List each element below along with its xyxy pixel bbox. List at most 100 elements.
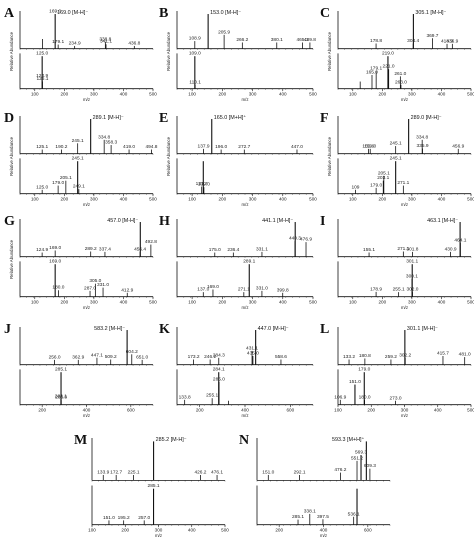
upper-peak-label: 304.4	[407, 38, 419, 44]
x-tick-label: 200	[218, 197, 226, 202]
x-tick-label: 600	[364, 528, 372, 533]
lower-peak-label: 245.1	[72, 156, 84, 162]
lower-peak-label: 399.8	[277, 287, 289, 293]
lower-peak-label: 285.1	[292, 514, 304, 520]
lower-peak-label: 285.1	[55, 367, 67, 373]
lower-peak-label: 205.1	[378, 170, 390, 176]
upper-peak-label: 558.6	[275, 354, 287, 360]
panel-j: J 200 400 600 m/z 256.0 362.9 447.1 509.2 604.265…	[4, 322, 154, 418]
panel-label: M	[74, 433, 87, 448]
upper-peak-label: 173.2	[188, 354, 200, 360]
upper-peak-label: 108.9	[189, 36, 201, 42]
lower-peak-label: 331.0	[256, 285, 268, 291]
upper-peak-label: 651.0	[136, 354, 148, 360]
lower-peak-label: 205.1	[60, 175, 72, 181]
panel-c: C Relative Abundance 100 200 300 400 500 m/z 178…	[320, 6, 474, 102]
upper-peak-label: 476.1	[211, 469, 223, 475]
lower-peak-label: 301.1	[406, 259, 418, 265]
x-tick-label: 400	[438, 197, 446, 202]
x-tick-label: 600	[127, 408, 135, 413]
upper-peak-label: 489.8	[304, 37, 316, 43]
x-tick-label: 200	[60, 92, 68, 97]
lower-peak-label: 180.0	[359, 395, 371, 401]
lower-peak-label: 263.0	[395, 79, 407, 85]
x-tick-label: 300	[90, 92, 98, 97]
lower-peak-label: 219.0	[382, 51, 394, 57]
x-tick-label: 500	[221, 528, 229, 533]
x-tick-label: 400	[434, 408, 442, 413]
lower-peak-label: 179.0	[52, 180, 64, 186]
upper-peak-label: 178.8	[370, 38, 382, 44]
lower-peak-label: 179.1	[370, 65, 382, 71]
x-tick-label: 400	[438, 92, 446, 97]
x-tick-label: 500	[309, 300, 317, 305]
panel-label: D	[4, 111, 14, 126]
upper-peak-label: 456.9	[452, 143, 464, 149]
x-tick-label: 400	[120, 300, 128, 305]
upper-peak-label: 259.2	[385, 354, 397, 360]
x-tick-label: 200	[275, 528, 283, 533]
upper-peak-label: 234.9	[69, 40, 81, 46]
x-axis-label: m/z	[401, 305, 408, 310]
lower-peak-label: 169.0	[207, 284, 219, 290]
panel-label: F	[320, 111, 329, 126]
x-tick-label: 200	[121, 528, 129, 533]
upper-peak-label: 175.0	[209, 247, 221, 253]
upper-peak-label: 289.2	[85, 246, 97, 252]
x-tick-label: 400	[320, 528, 328, 533]
lower-peak-label: 195.2	[118, 515, 130, 521]
upper-peak-label: 205.9	[218, 29, 230, 35]
upper-peak-label: 335.9	[416, 143, 428, 149]
panel-label: A	[4, 6, 15, 21]
lower-peak-label: 178.9	[370, 286, 382, 292]
x-tick-label: 500	[467, 197, 474, 202]
panel-label: H	[159, 214, 170, 229]
upper-peak-label: 155.1	[363, 247, 375, 253]
upper-peak-label: 301.8	[406, 246, 418, 252]
y-axis-label: Relative Abundance	[166, 31, 171, 71]
lower-peak-label: 536.1	[348, 511, 360, 517]
upper-peak-label: 225.1	[128, 469, 140, 475]
lower-peak-label: 261.0	[394, 71, 406, 77]
panel-label: L	[320, 322, 329, 337]
precursor-annotation: 289.1 [M-H]⁻	[93, 115, 124, 121]
x-tick-label: 200	[218, 92, 226, 97]
upper-peak-label: 246.2	[204, 354, 216, 360]
lower-peak-label: 284.1	[213, 367, 225, 373]
x-tick-label: 300	[408, 197, 416, 202]
precursor-annotation: 583.2 [M-H]⁻	[94, 326, 125, 332]
lower-peak-label: 286.0	[55, 395, 67, 401]
upper-peak-label: 380.1	[271, 37, 283, 43]
x-axis-label: m/z	[83, 413, 90, 418]
upper-peak-label: 179.1	[52, 39, 64, 45]
x-tick-label: 300	[408, 92, 416, 97]
precursor-annotation: 447.0 [M-H]⁻	[258, 326, 289, 332]
lower-peak-label: 151.0	[103, 515, 115, 521]
upper-peak-label: 604.2	[126, 349, 138, 355]
lower-peak-label: 169.0	[49, 259, 61, 265]
precursor-annotation: 285.2 [M-H]⁻	[156, 437, 187, 443]
y-axis-label: Relative Abundance	[9, 31, 14, 71]
precursor-annotation: 165.0 [M+H]⁺	[214, 114, 247, 121]
upper-peak-label: 447.1	[91, 352, 103, 358]
upper-peak-label: 337.4	[99, 246, 111, 252]
lower-peak-label: 302.0	[406, 287, 418, 293]
precursor-annotation: 153.0 [M-H]⁻	[210, 10, 241, 16]
upper-peak-label: 133.2	[343, 354, 355, 360]
y-axis-label: Relative Abundance	[9, 136, 14, 176]
panel-label: C	[320, 6, 330, 21]
x-tick-label: 400	[188, 528, 196, 533]
upper-peak-label: 430.9	[445, 246, 457, 252]
x-tick-label: 200	[218, 300, 226, 305]
x-tick-label: 500	[309, 197, 317, 202]
panel-g: G Relative Abundance 100 200 300 400 500 m/z 124…	[4, 214, 157, 310]
x-tick-label: 200	[367, 408, 375, 413]
x-tick-label: 300	[401, 408, 409, 413]
upper-peak-label: 418.9	[441, 38, 453, 44]
x-tick-label: 400	[120, 92, 128, 97]
lower-peak-label: 137.0	[197, 287, 209, 293]
precursor-annotation: 169.0 [M-H]⁻	[57, 10, 88, 16]
upper-peak-label: 465.1	[296, 37, 308, 43]
